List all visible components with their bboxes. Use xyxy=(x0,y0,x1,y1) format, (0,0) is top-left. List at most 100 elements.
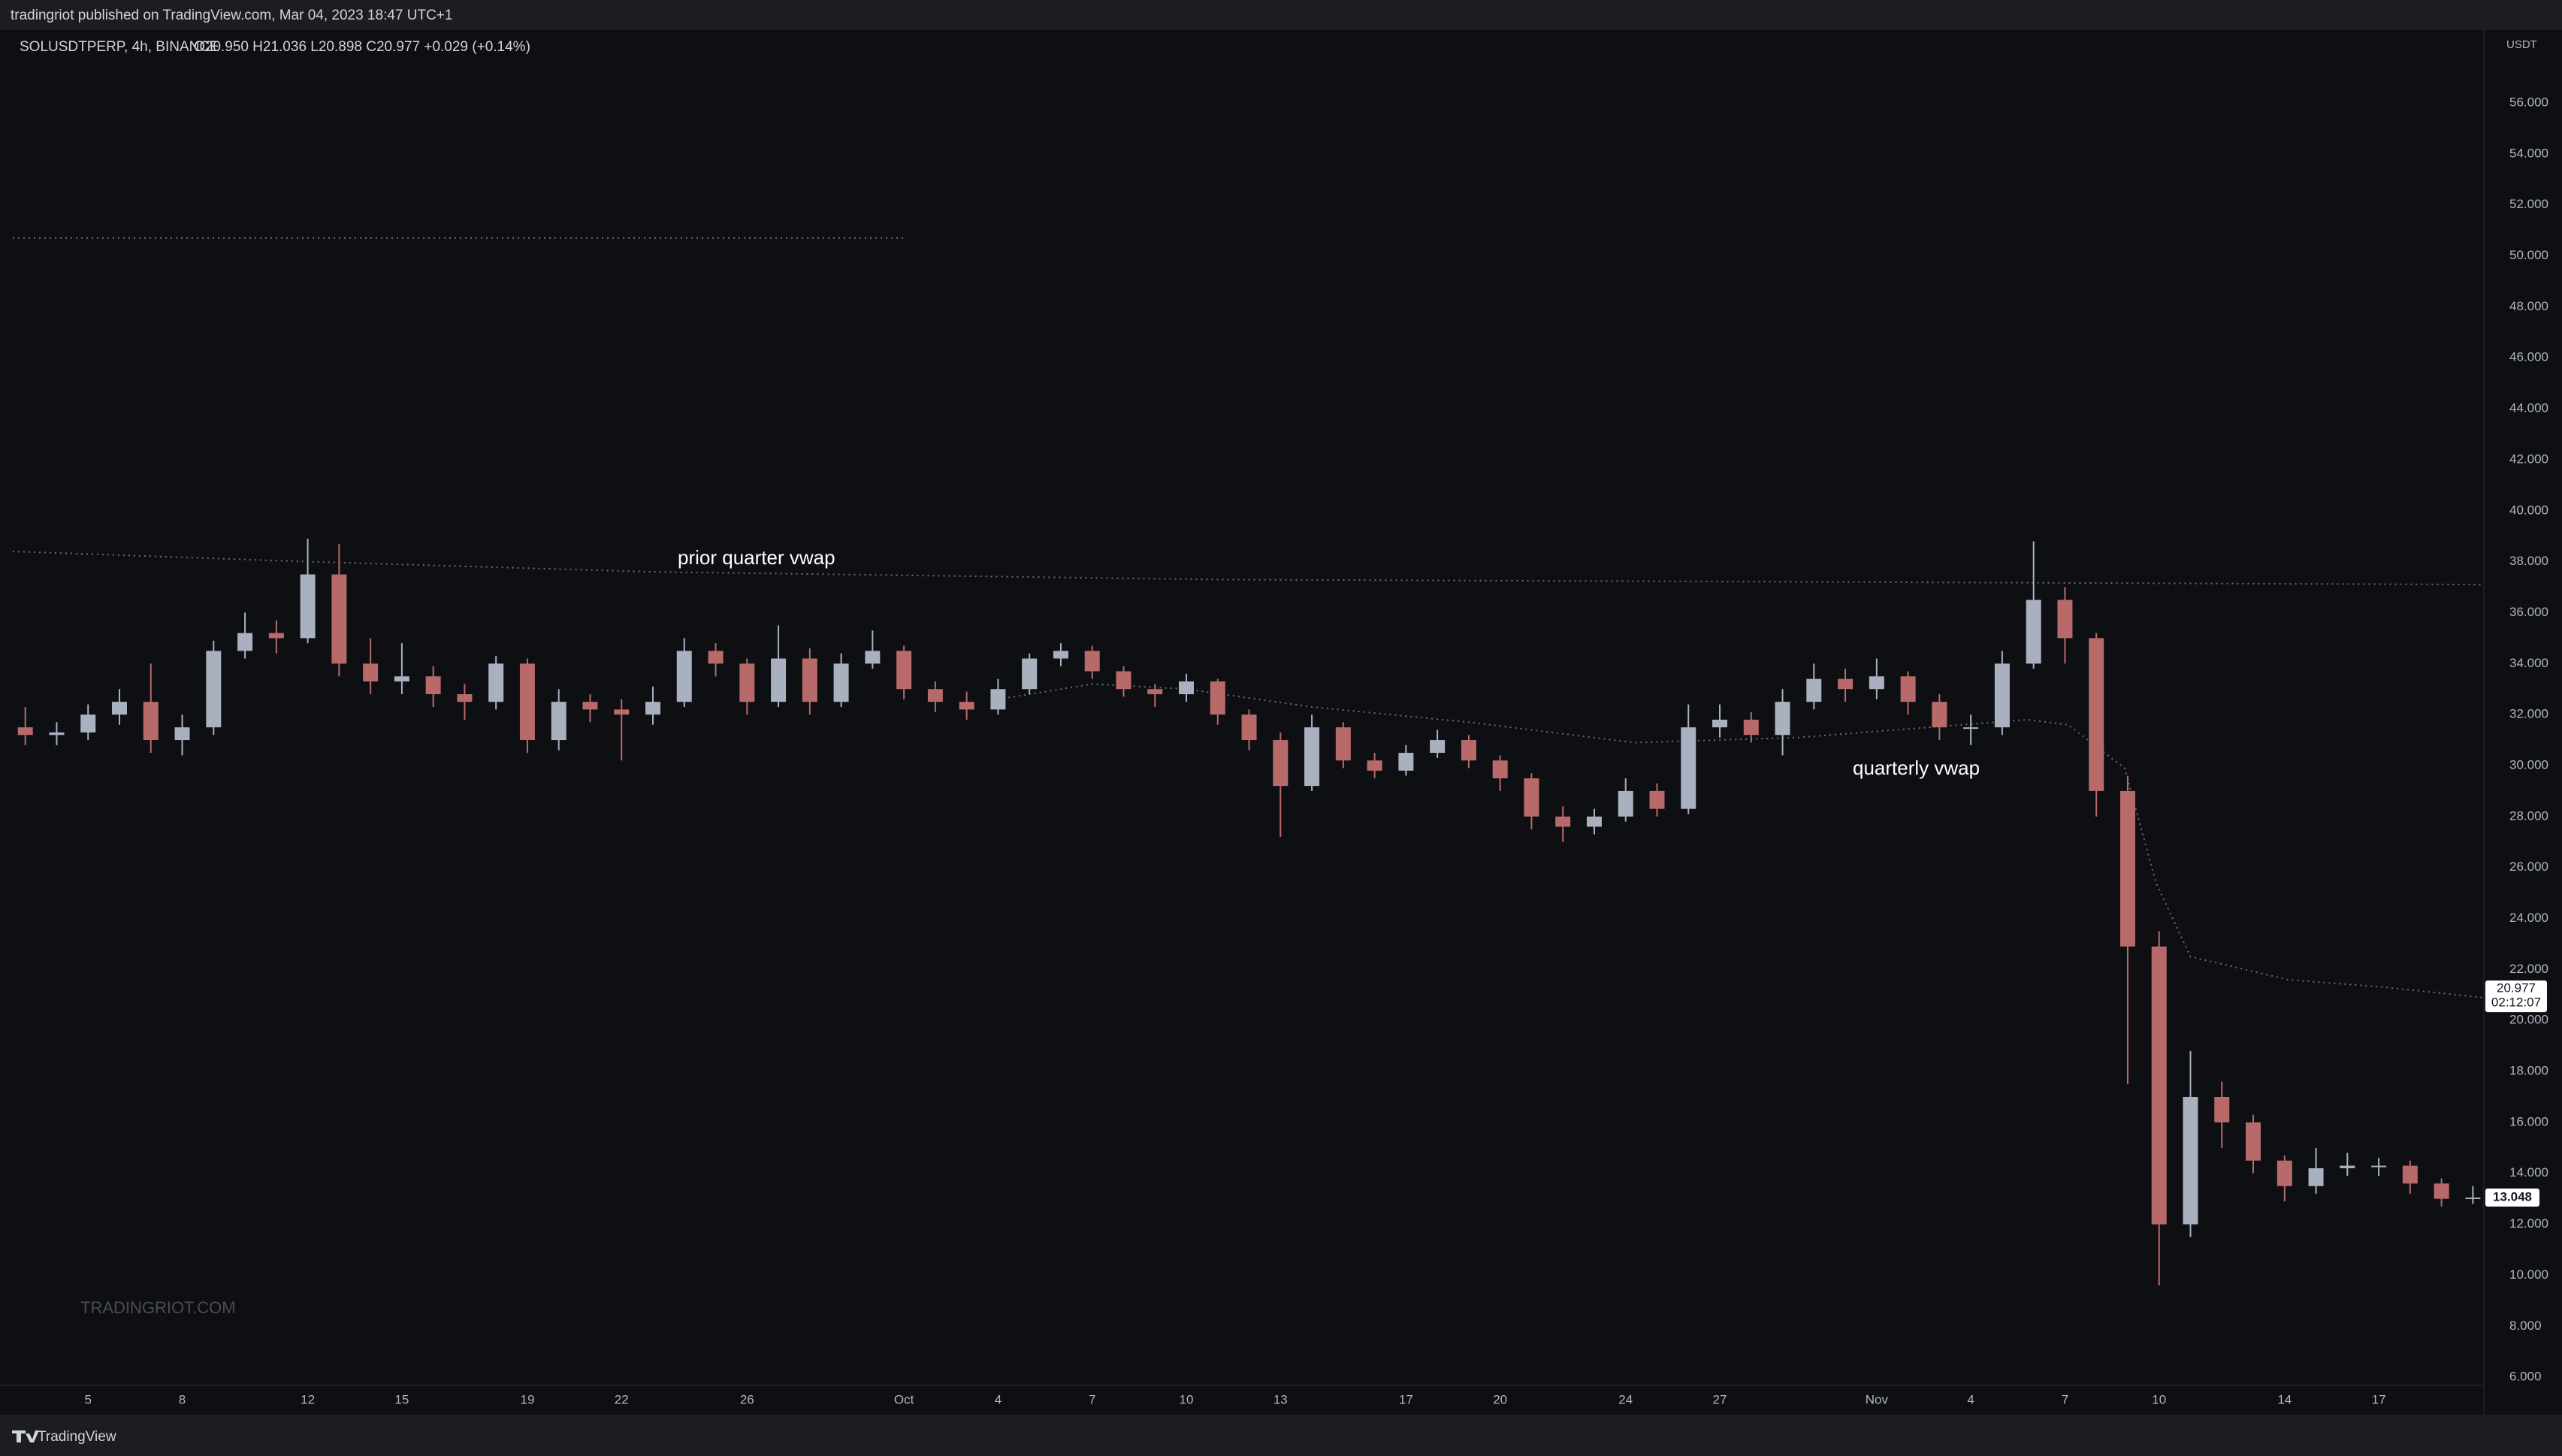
x-tick-label: 22 xyxy=(615,1392,629,1406)
price-label: 13.048 xyxy=(2493,1190,2532,1204)
candle-body xyxy=(80,714,96,733)
candle-body xyxy=(2026,600,2041,664)
brand: TradingView xyxy=(38,1429,116,1445)
candle-body xyxy=(1304,727,1320,787)
y-tick-label: 56.000 xyxy=(2509,95,2548,109)
x-tick-label: Nov xyxy=(1866,1392,1889,1406)
candle-body xyxy=(425,676,441,695)
candle-body xyxy=(2402,1165,2418,1184)
candle-body xyxy=(1586,816,1602,827)
countdown: 02:12:07 xyxy=(2491,995,2541,1010)
y-tick-label: 40.000 xyxy=(2509,503,2548,517)
top-bar xyxy=(0,0,2562,30)
candle-body xyxy=(1775,702,1790,736)
y-tick-label: 12.000 xyxy=(2509,1216,2548,1231)
x-tick-label: 14 xyxy=(2277,1392,2292,1406)
candle-body xyxy=(457,694,473,702)
y-tick-label: 14.000 xyxy=(2509,1165,2548,1180)
x-tick-label: 15 xyxy=(394,1392,409,1406)
candle-body xyxy=(1430,740,1446,754)
candle-body xyxy=(1179,681,1195,695)
y-tick-label: 18.000 xyxy=(2509,1064,2548,1078)
candle-body xyxy=(1461,740,1476,761)
y-tick-label: 44.000 xyxy=(2509,401,2548,415)
candle-body xyxy=(1116,671,1131,690)
watermark: TRADINGRIOT.COM xyxy=(80,1298,236,1317)
y-tick-label: 52.000 xyxy=(2509,197,2548,211)
candle-body xyxy=(268,633,284,639)
y-tick-label: 50.000 xyxy=(2509,248,2548,262)
candle-body xyxy=(645,702,661,715)
candle-body xyxy=(708,651,724,664)
candle-body xyxy=(2465,1197,2481,1199)
candle-body xyxy=(551,702,566,741)
price-label-box xyxy=(2485,1189,2539,1207)
y-tick-label: 8.000 xyxy=(2509,1319,2542,1333)
y-tick-label: 48.000 xyxy=(2509,299,2548,313)
y-tick-label: 36.000 xyxy=(2509,605,2548,619)
candle-body xyxy=(1147,689,1163,695)
candle-body xyxy=(17,727,33,736)
candle-body xyxy=(49,732,65,736)
candle-body xyxy=(237,633,253,651)
candle-body xyxy=(174,727,190,741)
y-tick-label: 32.000 xyxy=(2509,707,2548,721)
published-info: tradingriot published on TradingView.com… xyxy=(11,8,452,23)
candle-body xyxy=(2089,638,2104,791)
annotation: prior quarter vwap xyxy=(678,546,835,569)
candle-body xyxy=(1618,790,1633,817)
last-price-box xyxy=(2485,980,2547,1013)
candle-body xyxy=(1806,678,1822,702)
vwap-line xyxy=(998,683,2483,998)
candle-body xyxy=(676,651,692,702)
candle-body xyxy=(1743,719,1759,736)
x-tick-label: 20 xyxy=(1493,1392,1507,1406)
candle-body xyxy=(2151,946,2167,1225)
candle-body xyxy=(2371,1165,2387,1168)
candle-body xyxy=(363,663,379,682)
x-tick-label: 10 xyxy=(2152,1392,2166,1406)
y-tick-label: 10.000 xyxy=(2509,1267,2548,1282)
candle-body xyxy=(802,658,817,702)
candle-body xyxy=(1492,760,1508,778)
candle-body xyxy=(959,702,974,710)
y-tick-label: 30.000 xyxy=(2509,757,2548,772)
candle-body xyxy=(1681,727,1696,809)
symbol: SOLUSDTPERP, 4h, BINANCE xyxy=(20,39,219,55)
candle-body xyxy=(2214,1096,2230,1122)
candle-body xyxy=(300,574,316,639)
candle-body xyxy=(1210,681,1225,715)
x-tick-label: 19 xyxy=(520,1392,534,1406)
candle-body xyxy=(582,702,598,710)
x-tick-label: 4 xyxy=(995,1392,1002,1406)
candle-body xyxy=(331,574,347,664)
candle-body xyxy=(1335,727,1351,761)
candle-body xyxy=(1712,719,1728,728)
x-tick-label: Oct xyxy=(894,1392,914,1406)
y-tick-label: 38.000 xyxy=(2509,554,2548,568)
candle-body xyxy=(1994,663,2010,728)
y-tick-label: 26.000 xyxy=(2509,859,2548,874)
y-tick-label: 28.000 xyxy=(2509,808,2548,823)
x-tick-label: 10 xyxy=(1180,1392,1194,1406)
y-tick-label: 46.000 xyxy=(2509,350,2548,364)
candle-body xyxy=(1900,676,1916,702)
candle-body xyxy=(1084,651,1100,672)
candle-body xyxy=(990,689,1006,710)
y-tick-label: 20.000 xyxy=(2509,1013,2548,1027)
candle-body xyxy=(739,663,755,702)
x-tick-label: 8 xyxy=(179,1392,186,1406)
candle-body xyxy=(519,663,535,741)
y-tick-label: 42.000 xyxy=(2509,452,2548,466)
currency: USDT xyxy=(2506,38,2537,51)
x-tick-label: 17 xyxy=(1399,1392,1413,1406)
x-tick-label: 26 xyxy=(740,1392,754,1406)
x-tick-label: 12 xyxy=(301,1392,315,1406)
y-tick-label: 54.000 xyxy=(2509,146,2548,160)
candle-body xyxy=(2276,1160,2292,1186)
candle-body xyxy=(1367,760,1382,771)
candle-body xyxy=(143,702,159,741)
